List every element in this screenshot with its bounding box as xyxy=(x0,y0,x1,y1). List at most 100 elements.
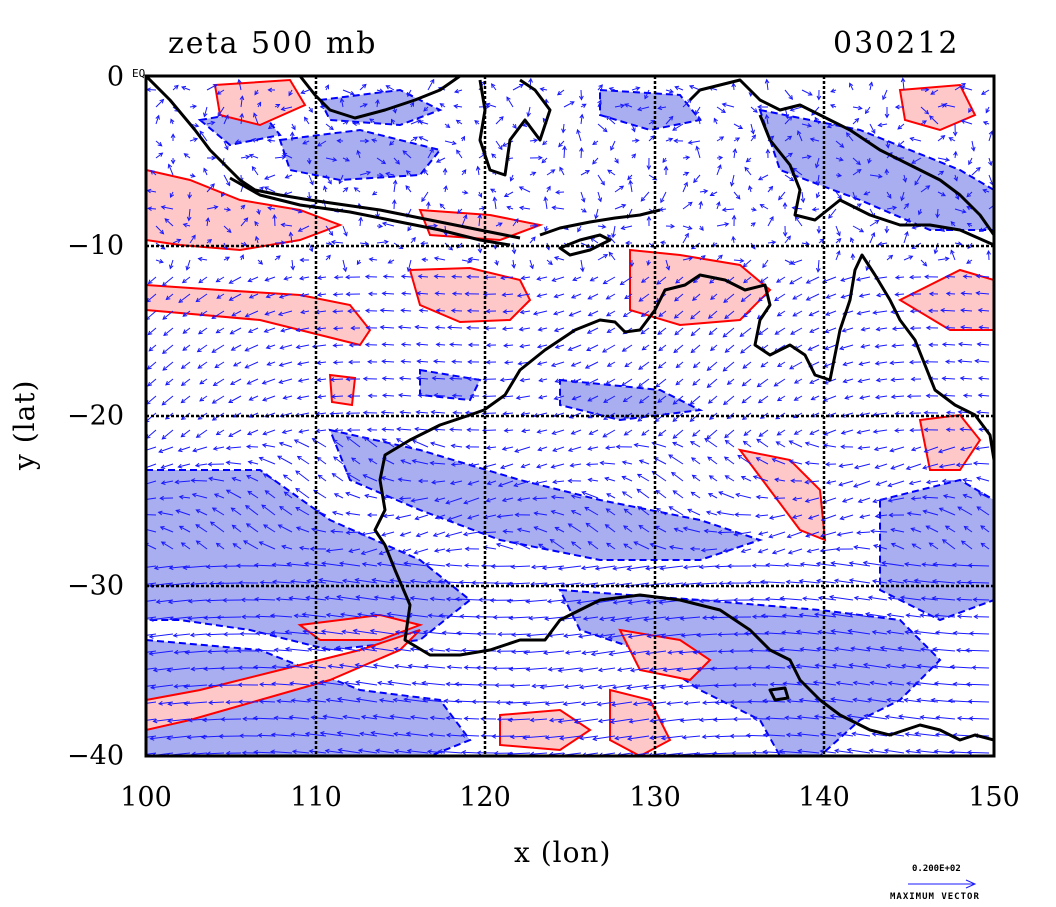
wind-vector-head xyxy=(890,542,896,548)
wind-vector-head xyxy=(657,431,663,437)
wind-vector xyxy=(282,153,293,159)
wind-vector-head xyxy=(492,196,498,202)
wind-vector xyxy=(478,242,481,253)
wind-vector xyxy=(450,377,463,380)
wind-vector-head xyxy=(605,380,611,385)
wind-vector xyxy=(508,752,531,755)
wind-vector xyxy=(303,630,327,635)
wind-vector-head xyxy=(576,600,582,605)
wind-vector-head xyxy=(506,96,511,102)
wind-vector-head xyxy=(731,82,737,88)
wind-vector-head xyxy=(680,633,686,638)
wind-vector xyxy=(875,463,888,469)
wind-vector-head xyxy=(492,665,498,671)
wind-vector xyxy=(981,542,990,550)
wind-vector xyxy=(612,684,633,689)
wind-vector-head xyxy=(392,108,397,114)
wind-vector-head xyxy=(724,348,730,353)
wind-vector xyxy=(733,259,744,262)
wind-vector xyxy=(964,526,973,533)
wind-vector xyxy=(394,648,412,652)
wind-vector-head xyxy=(846,713,852,719)
wind-vector xyxy=(693,650,718,654)
wind-vector xyxy=(769,514,786,519)
wind-vector-head xyxy=(890,394,896,400)
wind-vector xyxy=(308,174,314,185)
wind-vector-head xyxy=(372,663,378,668)
wind-vector-head xyxy=(701,615,707,621)
wind-vector-head xyxy=(890,465,896,470)
wind-vector-head xyxy=(704,438,710,443)
wind-vector-head xyxy=(296,455,302,461)
wind-vector xyxy=(279,506,293,516)
wind-vector-head xyxy=(894,275,900,280)
wind-vector xyxy=(624,508,633,516)
wind-vector-head xyxy=(495,542,501,548)
wind-vector xyxy=(357,150,361,159)
wind-vector-head xyxy=(501,446,507,451)
wind-vector xyxy=(888,497,905,502)
wind-vector-head xyxy=(914,180,919,186)
wind-vector xyxy=(817,174,820,185)
wind-vector-head xyxy=(432,532,438,537)
wind-vector-head xyxy=(463,190,469,195)
neg-region xyxy=(278,128,442,182)
wind-vector-head xyxy=(856,429,862,435)
wind-vector-head xyxy=(959,446,965,452)
wind-vector xyxy=(206,206,218,210)
wind-vector xyxy=(610,718,633,723)
wind-vector xyxy=(320,681,344,686)
wind-vector-head xyxy=(556,90,562,96)
wind-vector xyxy=(587,395,599,402)
wind-vector-head xyxy=(405,185,410,190)
wind-vector xyxy=(794,378,803,384)
wind-vector-head xyxy=(503,343,508,348)
wind-vector xyxy=(682,201,693,210)
wind-vector-head xyxy=(435,342,441,347)
wind-vector-head xyxy=(530,564,536,570)
wind-vector-head xyxy=(835,546,841,552)
wind-vector xyxy=(969,717,990,720)
wind-vector xyxy=(282,429,293,434)
wind-vector-head xyxy=(215,430,221,436)
wind-vector-head xyxy=(409,646,415,652)
wind-vector xyxy=(302,140,310,145)
wind-vector xyxy=(510,735,531,738)
wind-vector-head xyxy=(867,595,873,601)
wind-vector xyxy=(581,565,599,569)
wind-vector-head xyxy=(411,681,417,686)
wind-vector-head xyxy=(510,564,516,570)
wind-vector xyxy=(192,446,208,452)
wind-vector xyxy=(216,429,225,436)
wind-vector xyxy=(568,446,582,452)
wind-vector-head xyxy=(788,440,794,445)
wind-vector-head xyxy=(962,274,968,279)
wind-vector-head xyxy=(485,359,491,365)
wind-vector-head xyxy=(687,508,693,513)
wind-vector-head xyxy=(929,115,934,121)
wind-vector xyxy=(606,542,616,550)
wind-vector xyxy=(454,89,463,93)
wind-vector-head xyxy=(869,528,875,534)
wind-vector-head xyxy=(864,109,870,115)
wind-vector xyxy=(724,429,735,438)
wind-vector-head xyxy=(454,596,460,602)
wind-vector-head xyxy=(900,196,905,202)
wind-vector-head xyxy=(956,613,962,619)
wind-vector-head xyxy=(366,427,372,433)
wind-vector-head xyxy=(456,149,461,155)
wind-vector-head xyxy=(253,112,258,118)
wind-vector-head xyxy=(729,699,735,705)
wind-vector xyxy=(401,309,412,312)
wind-vector xyxy=(975,360,990,363)
wind-vector-head xyxy=(525,599,530,604)
wind-vector-head xyxy=(304,116,309,122)
wind-vector-head xyxy=(874,343,880,349)
wind-vector-head xyxy=(729,181,735,187)
wind-vector xyxy=(933,648,956,652)
wind-vector xyxy=(785,564,803,567)
wind-vector xyxy=(792,514,803,519)
wind-vector xyxy=(165,412,174,420)
wind-vector-head xyxy=(707,456,713,461)
wind-vector xyxy=(779,750,803,754)
